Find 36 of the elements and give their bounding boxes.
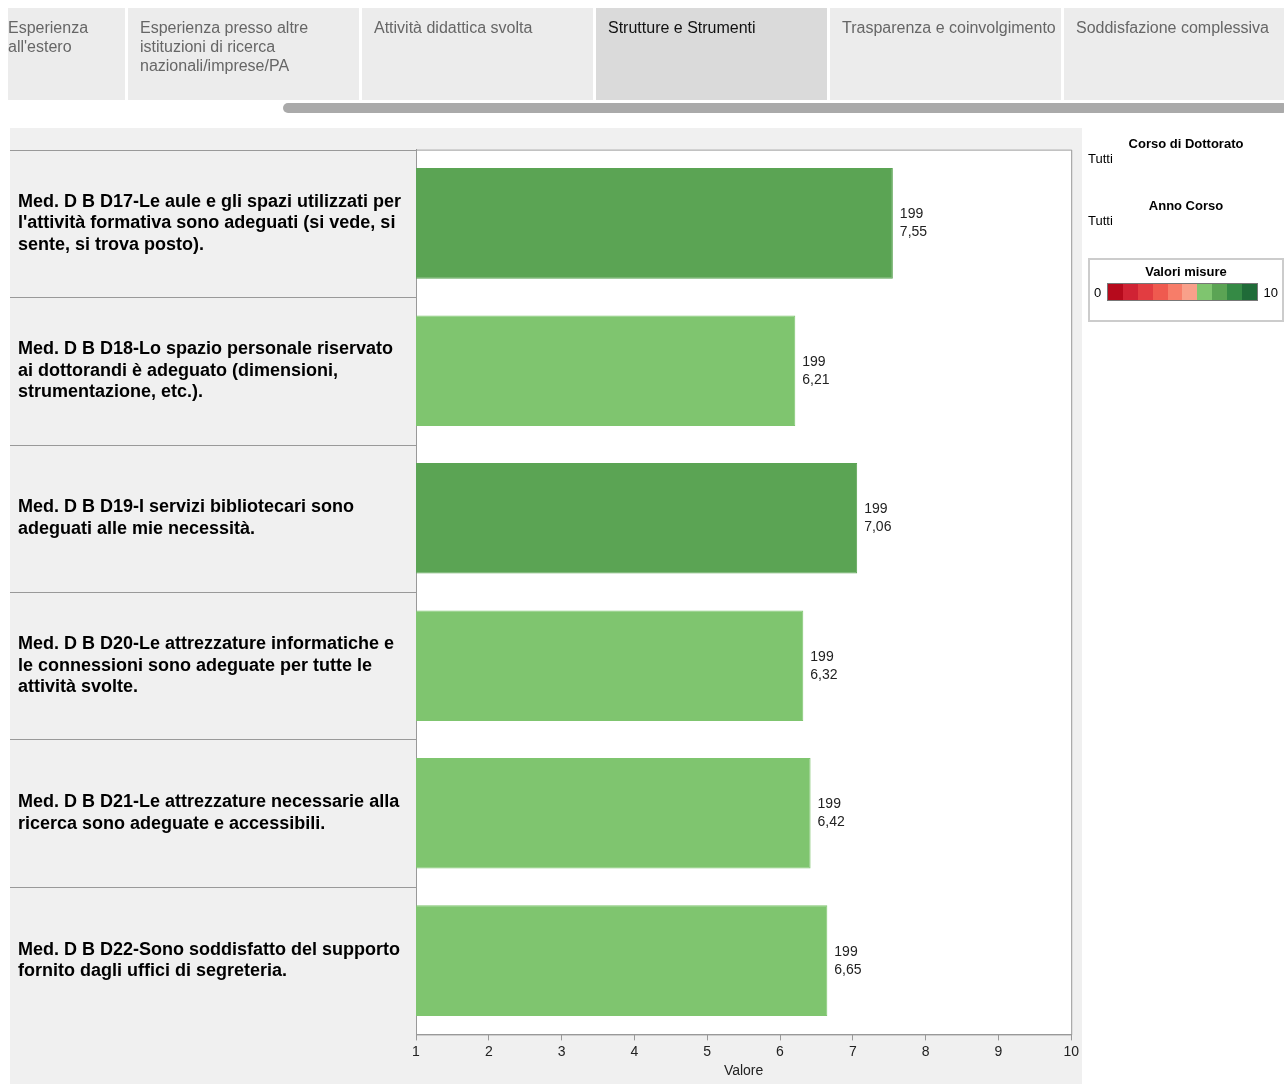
x-tick-label: 1	[412, 1042, 421, 1059]
data-label: 199 7,55	[899, 205, 928, 240]
y-tick-label: Med. D B D19-I servizi bibliotecari sono adeguati alle mie necessità.	[18, 496, 355, 539]
x-tick-label: 10	[1063, 1042, 1080, 1059]
x-axis-title: Valore	[723, 1062, 764, 1079]
x-tick-label: 2	[484, 1042, 493, 1059]
x-tick-label: 8	[921, 1042, 930, 1059]
x-tick-label: 9	[994, 1042, 1003, 1059]
text: Anno Corso	[1147, 198, 1225, 213]
tab: Trasparenza e coinvolgimento	[830, 8, 1061, 100]
x-tick-label: 5	[703, 1042, 712, 1059]
text: Tutti	[1088, 213, 1114, 228]
y-tick-label: Med. D B D21-Le attrezzature necessarie alla ricerca sono adeguate e accessibili.	[18, 791, 401, 833]
x-tick-label: 4	[630, 1042, 639, 1059]
text: Corso di Dottorato	[1127, 136, 1245, 151]
text: 0	[1094, 284, 1102, 300]
y-tick-label: Med. D B D22-Sono soddisfatto del supporto fornito dagli uffici di segreteria.	[18, 938, 400, 981]
data-label: 199 7,06	[864, 500, 892, 535]
data-label: 199 6,42	[817, 795, 846, 830]
y-tick-label: Med. D B D17-Le aule e gli spazi utilizzati per l'attività formativa sono adeguati (si vede, si sente, si trova posto).	[18, 190, 402, 254]
x-tick-label: 3	[557, 1042, 566, 1059]
tab: Attività didattica svolta	[362, 8, 593, 100]
x-tick-label: 6	[776, 1042, 785, 1059]
text: Tutti	[1088, 151, 1114, 166]
x-tick-label: 7	[848, 1042, 857, 1059]
text: 10	[1263, 284, 1278, 300]
y-tick-label: Med. D B D20-Le attrezzature informatiche e le connessioni sono adeguate per tutte le attività svolte.	[18, 633, 395, 697]
data-label: 199 6,65	[834, 942, 862, 977]
color-bar-title: Valori misure	[1144, 264, 1228, 279]
data-label: 199 6,21	[802, 352, 830, 387]
tab: Strutture e Strumenti	[596, 8, 827, 100]
tab: Esperienza all'estero	[8, 8, 125, 100]
tab: Soddisfazione complessiva	[1064, 8, 1284, 100]
data-label: 199 6,32	[810, 647, 838, 682]
tab: Esperienza presso altre istituzioni di ricerca nazionali/imprese/PA	[128, 8, 359, 100]
y-tick-label: Med. D B D18-Lo spazio personale riservato ai dottorandi è adeguato (dimensioni, strumentazione, etc.).	[18, 338, 394, 402]
